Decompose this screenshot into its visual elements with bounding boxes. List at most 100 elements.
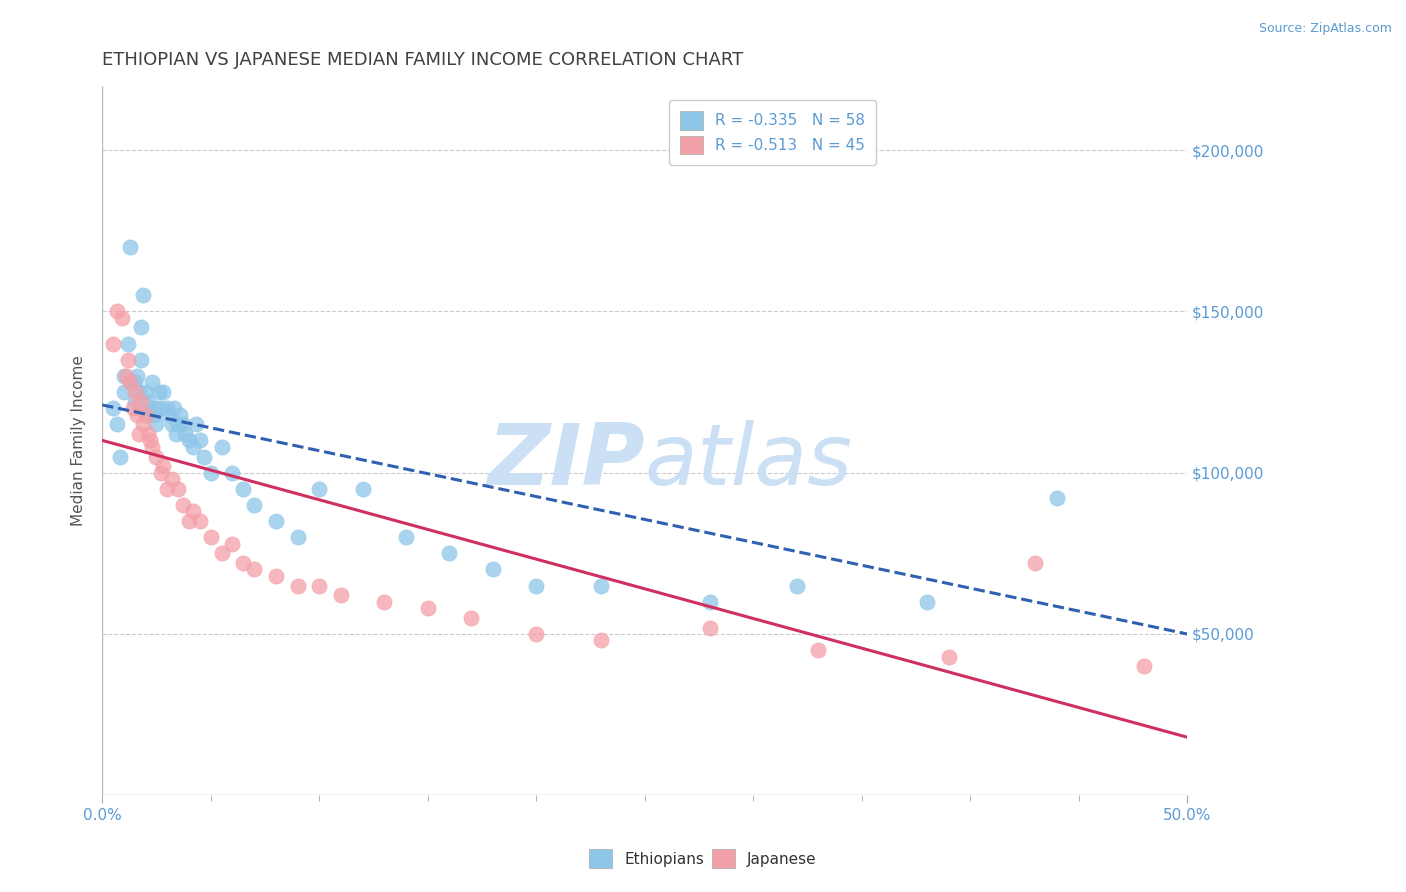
- Point: [221, 536, 243, 550]
- Point: [232, 482, 254, 496]
- Point: [139, 434, 162, 448]
- Legend: R = -0.335   N = 58, R = -0.513   N = 45: R = -0.335 N = 58, R = -0.513 N = 45: [669, 100, 876, 165]
- Point: [136, 426, 159, 441]
- Point: [120, 376, 142, 390]
- Point: [264, 514, 287, 528]
- Point: [243, 498, 266, 512]
- Point: [120, 376, 142, 390]
- Point: [132, 288, 155, 302]
- Point: [165, 426, 187, 441]
- Point: [938, 649, 960, 664]
- Text: Source: ZipAtlas.com: Source: ZipAtlas.com: [1258, 22, 1392, 36]
- Point: [183, 440, 205, 454]
- Point: [152, 384, 174, 399]
- Point: [482, 562, 505, 576]
- Point: [1024, 556, 1046, 570]
- Point: [125, 368, 148, 383]
- Point: [107, 304, 129, 318]
- Point: [120, 240, 142, 254]
- Point: [200, 466, 222, 480]
- Point: [184, 417, 207, 432]
- Point: [169, 408, 191, 422]
- Point: [188, 514, 211, 528]
- Y-axis label: Median Family Income: Median Family Income: [72, 355, 86, 526]
- Point: [264, 569, 287, 583]
- Point: [591, 633, 613, 648]
- Point: [129, 352, 152, 367]
- Point: [160, 417, 183, 432]
- Point: [112, 384, 135, 399]
- Point: [159, 408, 181, 422]
- Point: [352, 482, 374, 496]
- Legend: Ethiopians, Japanese: Ethiopians, Japanese: [582, 841, 824, 875]
- Point: [139, 401, 162, 416]
- Point: [135, 408, 157, 422]
- Text: ETHIOPIAN VS JAPANESE MEDIAN FAMILY INCOME CORRELATION CHART: ETHIOPIAN VS JAPANESE MEDIAN FAMILY INCO…: [103, 51, 744, 69]
- Point: [699, 620, 721, 634]
- Point: [460, 611, 482, 625]
- Point: [145, 450, 167, 464]
- Point: [308, 578, 330, 592]
- Point: [395, 530, 418, 544]
- Point: [287, 530, 309, 544]
- Point: [124, 384, 146, 399]
- Point: [329, 588, 352, 602]
- Point: [152, 459, 174, 474]
- Point: [524, 578, 547, 592]
- Point: [1046, 491, 1069, 506]
- Point: [129, 394, 152, 409]
- Point: [145, 417, 167, 432]
- Point: [136, 394, 159, 409]
- Point: [128, 426, 150, 441]
- Text: atlas: atlas: [645, 420, 852, 503]
- Point: [287, 578, 309, 592]
- Point: [211, 546, 233, 560]
- Point: [1133, 659, 1156, 673]
- Point: [167, 482, 190, 496]
- Point: [177, 434, 200, 448]
- Point: [699, 595, 721, 609]
- Point: [143, 408, 166, 422]
- Point: [163, 401, 186, 416]
- Point: [915, 595, 938, 609]
- Point: [111, 310, 134, 325]
- Point: [160, 472, 183, 486]
- Point: [221, 466, 243, 480]
- Point: [117, 336, 139, 351]
- Point: [101, 401, 124, 416]
- Point: [107, 417, 129, 432]
- Point: [200, 530, 222, 544]
- Point: [193, 450, 215, 464]
- Point: [167, 417, 190, 432]
- Point: [156, 401, 179, 416]
- Point: [148, 384, 170, 399]
- Point: [188, 434, 211, 448]
- Point: [128, 384, 150, 399]
- Point: [115, 368, 138, 383]
- Point: [117, 352, 139, 367]
- Point: [149, 466, 172, 480]
- Point: [108, 450, 131, 464]
- Point: [121, 401, 143, 416]
- Point: [786, 578, 808, 592]
- Point: [172, 417, 194, 432]
- Point: [129, 320, 152, 334]
- Point: [124, 394, 146, 409]
- Point: [524, 627, 547, 641]
- Point: [125, 408, 148, 422]
- Point: [232, 556, 254, 570]
- Point: [149, 401, 172, 416]
- Point: [145, 401, 167, 416]
- Point: [177, 514, 200, 528]
- Point: [243, 562, 266, 576]
- Point: [807, 643, 830, 657]
- Point: [373, 595, 395, 609]
- Point: [183, 504, 205, 518]
- Point: [173, 426, 195, 441]
- Point: [132, 417, 155, 432]
- Point: [124, 376, 146, 390]
- Point: [135, 384, 157, 399]
- Point: [439, 546, 461, 560]
- Point: [211, 440, 233, 454]
- Point: [112, 368, 135, 383]
